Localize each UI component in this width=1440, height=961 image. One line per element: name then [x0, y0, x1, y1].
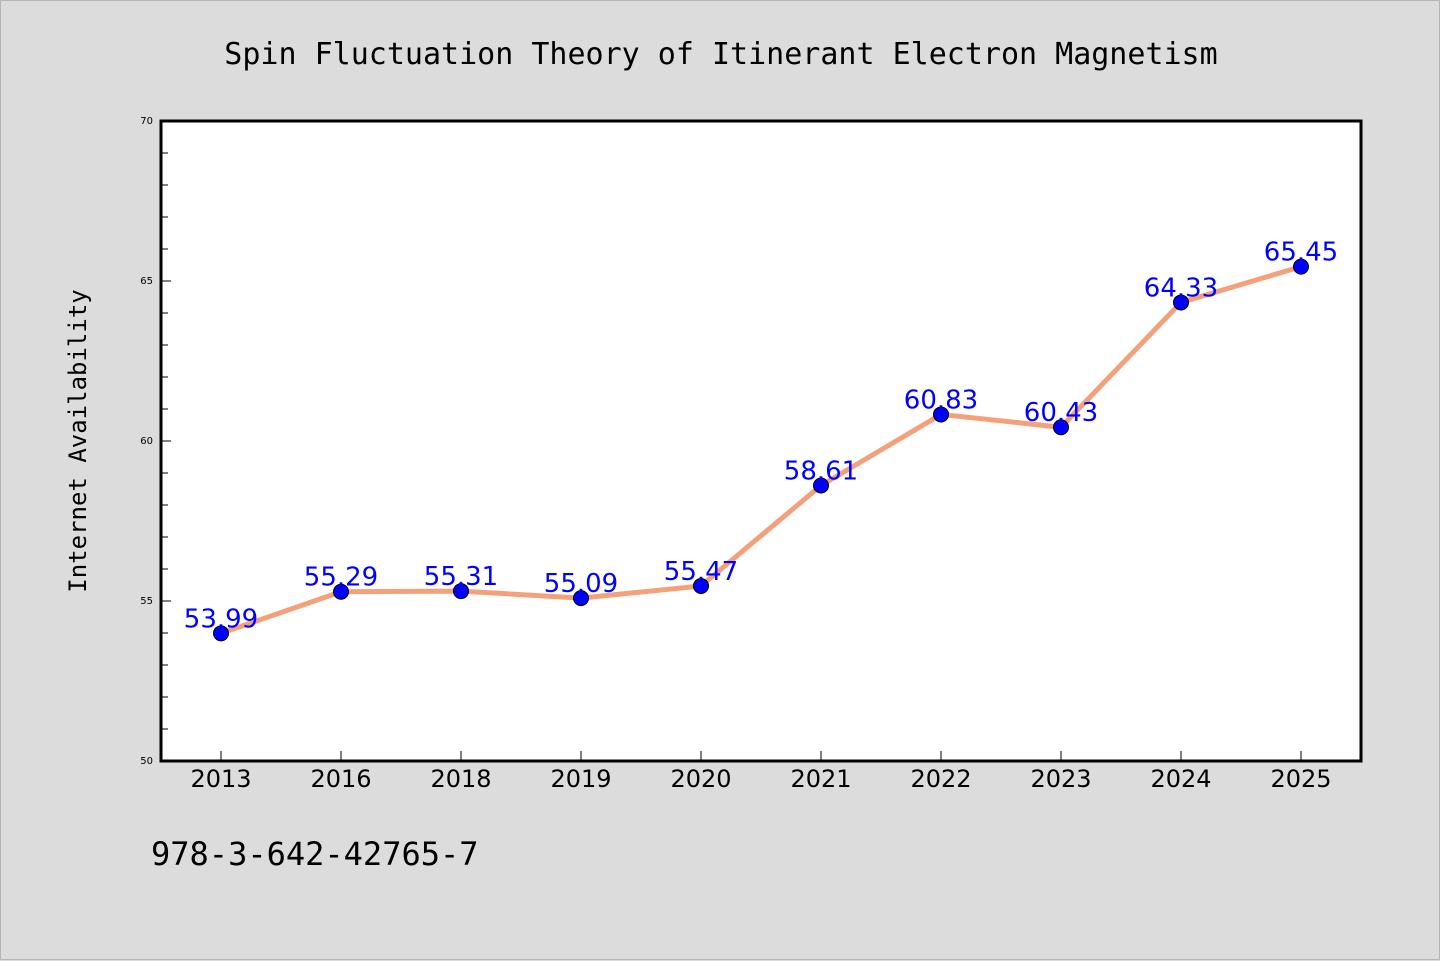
- y-axis: 50 55 60 65 70: [140, 116, 171, 767]
- y-tick-label: 55: [140, 596, 153, 607]
- data-point: [573, 590, 589, 607]
- isbn-text: 978-3-642-42765-7: [151, 835, 479, 873]
- data-label: 55.09: [544, 569, 618, 599]
- data-label: 58.61: [784, 456, 858, 486]
- x-tick-label: 2020: [670, 765, 731, 793]
- x-tick-label: 2022: [910, 765, 971, 793]
- data-label: 60.83: [904, 385, 978, 415]
- x-tick-label: 2018: [430, 765, 491, 793]
- data-label: 55.29: [304, 563, 378, 593]
- data-point: [933, 406, 949, 423]
- data-point: [213, 625, 229, 642]
- y-axis-label: Internet Availability: [64, 289, 92, 592]
- series-layer: 53.99 55.29 55.31 55.09 55.47 58.61 60.83 60.43…: [184, 238, 1338, 642]
- data-point: [1053, 419, 1069, 436]
- x-axis: 2013 2016 2018 2019 2020 2021 2022 2023 2024 2025: [190, 751, 1332, 793]
- data-label: 55.31: [424, 562, 498, 592]
- data-label: 64.33: [1144, 273, 1218, 303]
- data-label: 53.99: [184, 604, 258, 634]
- x-tick-label: 2025: [1270, 765, 1331, 793]
- y-tick-label: 65: [140, 276, 153, 287]
- data-label: 65.45: [1264, 238, 1338, 268]
- y-tick-label: 60: [140, 436, 153, 447]
- x-tick-label: 2024: [1150, 765, 1211, 793]
- data-point: [333, 583, 349, 600]
- data-point: [453, 583, 469, 600]
- data-point: [1173, 294, 1189, 311]
- series-line: [218, 264, 1304, 636]
- x-tick-label: 2023: [1030, 765, 1091, 793]
- data-point: [693, 577, 709, 594]
- plot-area: [159, 119, 1363, 763]
- data-label: 55.47: [664, 557, 738, 587]
- y-tick-label: 50: [140, 756, 153, 767]
- x-tick-label: 2016: [310, 765, 371, 793]
- x-tick-label: 2021: [790, 765, 851, 793]
- x-tick-label: 2019: [550, 765, 611, 793]
- x-tick-label: 2013: [190, 765, 251, 793]
- chart-title: Spin Fluctuation Theory of Itinerant Ele…: [224, 37, 1217, 72]
- y-tick-label: 70: [140, 116, 153, 127]
- data-point: [813, 477, 829, 494]
- data-point: [1293, 258, 1309, 275]
- data-label: 60.43: [1024, 398, 1098, 428]
